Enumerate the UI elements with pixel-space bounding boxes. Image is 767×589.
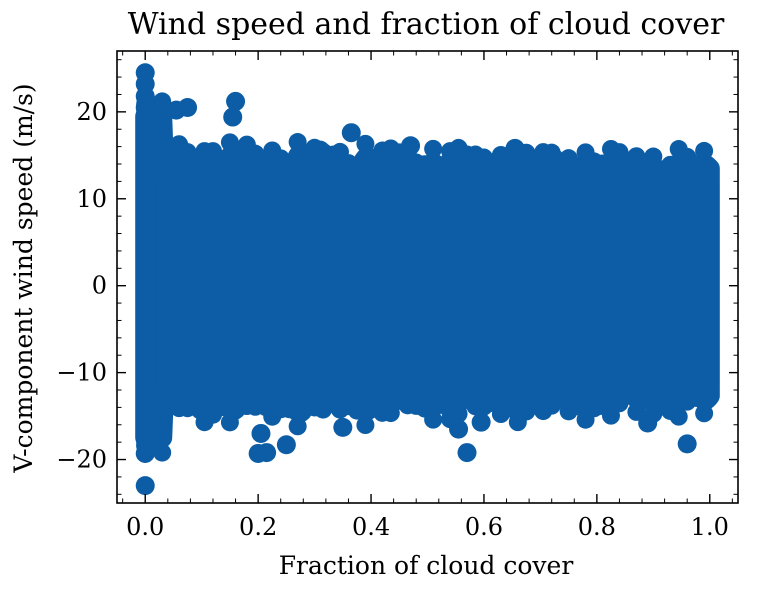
scatter-point bbox=[424, 410, 443, 429]
scatter-point bbox=[257, 443, 277, 463]
scatter-point bbox=[401, 136, 421, 156]
scatter-point bbox=[347, 157, 366, 176]
scatter-point bbox=[500, 166, 519, 185]
scatter-point bbox=[178, 143, 197, 162]
scatter-point bbox=[500, 393, 519, 412]
x-tick-label: 0.8 bbox=[578, 513, 616, 541]
scatter-point bbox=[627, 147, 646, 166]
scatter-point bbox=[251, 423, 271, 443]
scatter-point bbox=[288, 417, 307, 436]
scatter-point bbox=[280, 157, 299, 176]
y-tick-label: −10 bbox=[56, 359, 107, 387]
scatter-point bbox=[166, 100, 186, 120]
x-axis-ticks: 0.0 0.2 0.4 0.6 0.8 1.0 bbox=[122, 51, 733, 541]
scatter-point bbox=[551, 388, 570, 407]
plot-area bbox=[135, 63, 720, 496]
chart-title: Wind speed and fraction of cloud cover bbox=[128, 7, 725, 42]
scatter-point bbox=[449, 404, 468, 423]
axes-frame bbox=[116, 50, 739, 504]
scatter-point bbox=[356, 416, 375, 435]
scatter-point bbox=[644, 147, 663, 166]
x-tick-label: 0.4 bbox=[352, 513, 390, 541]
scatter-point bbox=[212, 152, 231, 171]
y-tick-label: 20 bbox=[76, 98, 107, 126]
scatter-point bbox=[280, 400, 299, 419]
scatter-point-column bbox=[136, 94, 155, 456]
scatter-point bbox=[212, 398, 231, 417]
scatter-point bbox=[449, 419, 469, 439]
scatter-point bbox=[568, 165, 587, 184]
scatter-point bbox=[356, 134, 375, 153]
y-axis-ticks: −20 −10 0 10 20 bbox=[56, 59, 738, 495]
scatter-point bbox=[135, 443, 155, 463]
scatter-point bbox=[593, 154, 612, 173]
x-tick-label: 0.2 bbox=[239, 513, 277, 541]
scatter-point bbox=[432, 161, 451, 180]
scatter-point bbox=[686, 388, 705, 407]
x-axis-label: Fraction of cloud cover bbox=[279, 551, 574, 580]
scatter-point bbox=[187, 394, 206, 413]
scatter-point bbox=[187, 156, 206, 175]
scatter-point bbox=[457, 443, 477, 463]
scatter-point bbox=[153, 92, 172, 111]
scatter-point bbox=[677, 434, 697, 454]
scatter-point bbox=[276, 435, 296, 455]
scatter-point bbox=[135, 476, 155, 496]
scatter-point bbox=[347, 401, 366, 420]
x-tick-label: 0.0 bbox=[126, 513, 164, 541]
y-tick-label: 0 bbox=[92, 272, 107, 300]
scatter-point bbox=[341, 123, 361, 143]
scatter-point bbox=[638, 413, 658, 433]
scatter-point bbox=[559, 149, 578, 168]
scatter-point bbox=[333, 417, 353, 437]
x-tick-label: 0.6 bbox=[465, 513, 503, 541]
scatter-point bbox=[471, 412, 491, 432]
x-tick-label: 1.0 bbox=[691, 513, 729, 541]
scatter-point bbox=[491, 145, 510, 164]
scatter-point bbox=[153, 443, 172, 462]
scatter-point bbox=[618, 385, 637, 404]
scatter-point bbox=[695, 404, 714, 423]
scatter-point bbox=[220, 413, 239, 432]
scatter-point bbox=[226, 91, 246, 111]
scatter-point bbox=[505, 138, 525, 158]
scatter-point bbox=[686, 155, 705, 174]
scatter-point bbox=[223, 107, 243, 127]
scatter-point bbox=[254, 394, 273, 413]
scatter-point bbox=[432, 393, 451, 412]
y-tick-label: −20 bbox=[56, 446, 107, 474]
scatter-point bbox=[661, 155, 680, 174]
scatter-point bbox=[415, 155, 434, 174]
scatter-point bbox=[310, 140, 330, 160]
scatter-point bbox=[424, 139, 443, 158]
scatter-point bbox=[568, 393, 587, 412]
scatter-point bbox=[135, 98, 155, 117]
scatter-point bbox=[635, 162, 654, 181]
scatter-point bbox=[669, 407, 688, 426]
y-axis-label: V-component wind speed (m/s) bbox=[9, 83, 38, 473]
y-tick-label: 10 bbox=[76, 185, 107, 213]
plot-frame bbox=[116, 50, 739, 504]
scatter-point bbox=[635, 390, 654, 409]
scatter-point bbox=[695, 141, 714, 160]
